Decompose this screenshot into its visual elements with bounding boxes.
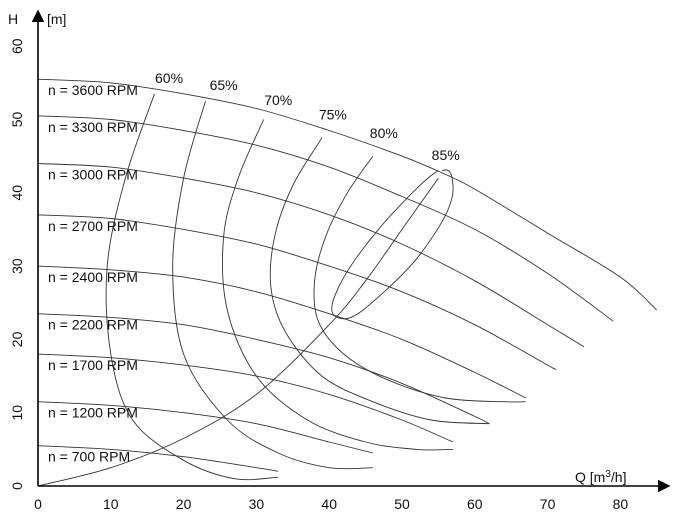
speed-label-n-3000-rpm: n = 3000 RPM — [48, 166, 138, 182]
efficiency-label-70: 70% — [264, 92, 292, 108]
speed-label-n-1700-rpm: n = 1700 RPM — [48, 357, 138, 373]
speed-curve-n-3300-rpm — [37, 115, 614, 322]
efficiency-curve-85 — [331, 169, 454, 320]
speed-curve-n-700-rpm — [37, 445, 279, 472]
speed-label-n-3300-rpm: n = 3300 RPM — [48, 119, 138, 135]
x-tick-30: 30 — [249, 496, 265, 512]
x-tick-50: 50 — [394, 496, 410, 512]
ticks: 0 10 20 30 40 50 60 70 80 0 10 20 30 40 50 60 — [9, 38, 628, 512]
speed-label-n-3600-rpm: n = 3600 RPM — [48, 82, 138, 98]
x-axis-label: Q [m3/h] — [575, 469, 626, 485]
speed-curve-n-1200-rpm — [37, 401, 374, 454]
efficiency-label-75: 75% — [319, 107, 347, 123]
speed-label-n-700-rpm: n = 700 RPM — [48, 449, 130, 465]
efficiency-curve-80 — [313, 155, 526, 403]
y-tick-60: 60 — [9, 38, 25, 54]
speed-label-n-2400-rpm: n = 2400 RPM — [48, 269, 138, 285]
x-tick-60: 60 — [467, 496, 483, 512]
speed-curve-n-3000-rpm — [37, 163, 585, 348]
speed-curve-n-3600-rpm — [37, 78, 658, 311]
efficiency-label-65: 65% — [210, 77, 238, 93]
x-tick-20: 20 — [176, 496, 192, 512]
efficiency-label-60: 60% — [155, 70, 183, 86]
speed-curve-n-2700-rpm — [37, 214, 557, 370]
x-tick-0: 0 — [34, 496, 42, 512]
x-tick-80: 80 — [613, 496, 629, 512]
y-tick-30: 30 — [9, 258, 25, 274]
plot-curves — [37, 78, 658, 487]
y-tick-40: 40 — [9, 185, 25, 201]
y-axis-label: [m] — [47, 11, 66, 27]
y-tick-50: 50 — [9, 112, 25, 128]
efficiency-label-85: 85% — [432, 147, 460, 163]
speed-curve-n-2400-rpm — [37, 265, 526, 399]
speed-label-n-2700-rpm: n = 2700 RPM — [48, 218, 138, 234]
speed-label-n-1200-rpm: n = 1200 RPM — [48, 405, 138, 421]
speed-label-n-2200-rpm: n = 2200 RPM — [48, 317, 138, 333]
efficiency-curve-60 — [105, 93, 279, 481]
y-tick-0: 0 — [9, 482, 25, 490]
y-tick-10: 10 — [9, 405, 25, 421]
x-tick-70: 70 — [540, 496, 556, 512]
efficiency-label-80: 80% — [370, 125, 398, 141]
efficiency-curve-65 — [172, 101, 373, 470]
operating-line — [37, 177, 439, 487]
x-tick-10: 10 — [103, 496, 119, 512]
x-tick-40: 40 — [321, 496, 337, 512]
labels: n = 3600 RPM n = 3300 RPM n = 3000 RPM n = … — [48, 70, 460, 465]
efficiency-curve-70 — [222, 119, 454, 451]
y-axis-letter: H — [8, 11, 18, 27]
speed-curve-n-2200-rpm — [37, 313, 490, 425]
y-tick-20: 20 — [9, 331, 25, 347]
efficiency-curve-75 — [269, 137, 490, 425]
